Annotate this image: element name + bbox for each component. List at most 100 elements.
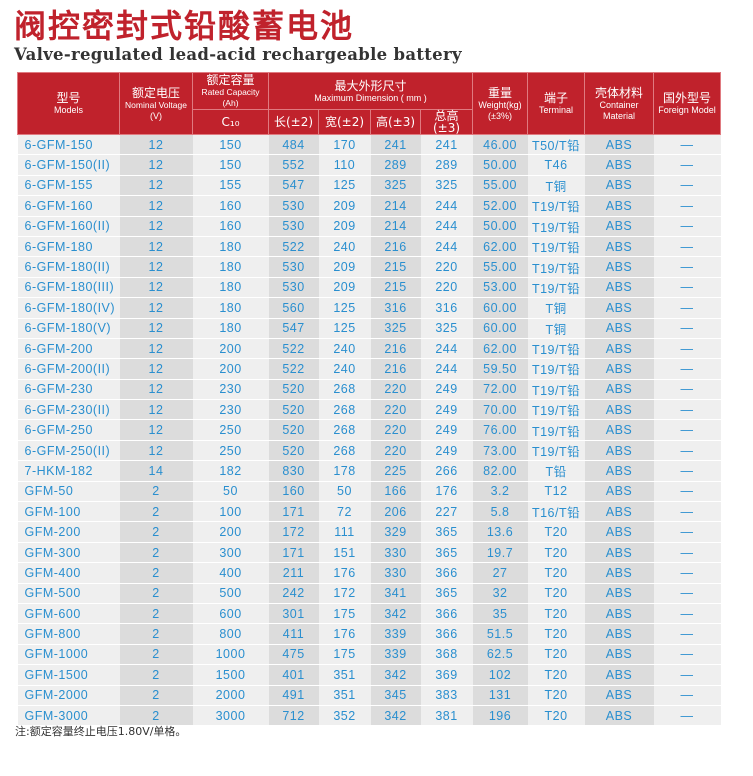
cell-voltage: 12 [119,338,193,360]
table-row: 6-GFM-150(II) 12 150 552 110 289 289 50.00 T46 AB… [17,154,721,176]
cell-height: 225 [370,460,421,482]
table-row: GFM-400 2 400 211 176 330 366 27 T20 ABS — [17,562,721,584]
cell-terminal: T铜 [527,318,585,339]
cell-material: ABS [584,460,654,482]
cell-weight: 19.7 [472,542,528,564]
table-row: 6-GFM-150 12 150 484 170 241 241 46.00 T50/T铅 ABS… [17,134,721,156]
cell-material: ABS [584,154,654,176]
cell-height: 214 [370,195,421,217]
cell-width: 351 [318,664,371,686]
cell-width: 125 [318,297,371,319]
table-row: 6-GFM-250(II) 12 250 520 268 220 249 73.00 T19/T… [17,440,721,462]
cell-material: ABS [584,195,654,217]
cell-length: 160 [268,481,319,503]
cell-total-height: 383 [420,685,473,706]
cell-length: 484 [268,134,319,156]
cell-foreign-model: — [653,277,721,299]
cell-height: 341 [370,583,421,604]
cell-height: 342 [370,705,421,727]
cell-foreign-model: — [653,195,721,217]
cell-width: 72 [318,501,371,523]
table-row: 6-GFM-230 12 230 520 268 220 249 72.00 T19/T铅 ABS… [17,379,721,401]
cell-material: ABS [584,644,654,666]
cell-foreign-model: — [653,379,721,401]
table-row: GFM-500 2 500 242 172 341 365 32 T20 ABS — [17,583,721,604]
cell-material: ABS [584,440,654,462]
cell-width: 351 [318,685,371,706]
cell-voltage: 12 [119,195,193,217]
page-subtitle: Valve-regulated lead-acid rechargeable b… [14,45,462,64]
cell-voltage: 12 [119,175,193,197]
cell-length: 530 [268,216,319,237]
cell-total-height: 366 [420,562,473,584]
cell-capacity: 200 [192,358,269,380]
cell-voltage: 2 [119,603,193,625]
cell-width: 111 [318,521,371,543]
cell-terminal: T19/T铅 [527,419,585,441]
cell-width: 352 [318,705,371,727]
cell-model: 6-GFM-180 [17,236,120,258]
cell-length: 560 [268,297,319,319]
cell-capacity: 300 [192,542,269,564]
cell-voltage: 14 [119,460,193,482]
cell-height: 215 [370,256,421,278]
cell-capacity: 50 [192,481,269,503]
cell-model: GFM-2000 [17,685,120,706]
cell-height: 342 [370,664,421,686]
table-row: 7-HKM-182 14 182 830 178 225 266 82.00 T铅 ABS — [17,460,721,482]
cell-terminal: T19/T铅 [527,195,585,217]
cell-voltage: 12 [119,256,193,278]
header-material: 壳体材料 Container Material [584,72,655,135]
cell-model: GFM-1000 [17,644,120,666]
cell-total-height: 266 [420,460,473,482]
cell-terminal: T19/T铅 [527,216,585,237]
cell-model: GFM-600 [17,603,120,625]
cell-height: 330 [370,562,421,584]
cell-model: 6-GFM-230(II) [17,399,120,421]
cell-material: ABS [584,705,654,727]
cell-length: 491 [268,685,319,706]
cell-weight: 60.00 [472,297,528,319]
cell-terminal: T20 [527,664,585,686]
cell-total-height: 227 [420,501,473,523]
cell-foreign-model: — [653,338,721,360]
cell-height: 216 [370,358,421,380]
cell-capacity: 160 [192,195,269,217]
cell-capacity: 180 [192,277,269,299]
cell-terminal: T20 [527,603,585,625]
cell-length: 475 [268,644,319,666]
cell-height: 166 [370,481,421,503]
cell-model: GFM-3000 [17,705,120,727]
table-row: GFM-100 2 100 171 72 206 227 5.8 T16/T铅 ABS — [17,501,721,523]
cell-material: ABS [584,481,654,503]
cell-capacity: 800 [192,623,269,645]
table-row: 6-GFM-155 12 155 547 125 325 325 55.00 T铜 ABS — [17,175,721,197]
header-width: 宽(±2) [318,109,371,135]
cell-length: 520 [268,440,319,462]
cell-total-height: 365 [420,583,473,604]
cell-voltage: 2 [119,562,193,584]
cell-voltage: 2 [119,521,193,543]
cell-total-height: 244 [420,358,473,380]
cell-width: 176 [318,623,371,645]
cell-height: 325 [370,175,421,197]
cell-capacity: 1000 [192,644,269,666]
cell-material: ABS [584,358,654,380]
cell-weight: 51.5 [472,623,528,645]
cell-voltage: 2 [119,501,193,523]
cell-terminal: T19/T铅 [527,236,585,258]
cell-weight: 27 [472,562,528,584]
header-height: 高(±3) [370,109,421,135]
cell-foreign-model: — [653,685,721,706]
header-weight: 重量 Weight(kg) (±3%) [472,72,529,135]
cell-length: 522 [268,338,319,360]
cell-total-height: 249 [420,399,473,421]
cell-terminal: T19/T铅 [527,399,585,421]
cell-voltage: 12 [119,379,193,401]
cell-weight: 55.00 [472,175,528,197]
cell-total-height: 244 [420,216,473,237]
cell-width: 110 [318,154,371,176]
cell-length: 552 [268,154,319,176]
cell-capacity: 600 [192,603,269,625]
cell-model: GFM-500 [17,583,120,604]
